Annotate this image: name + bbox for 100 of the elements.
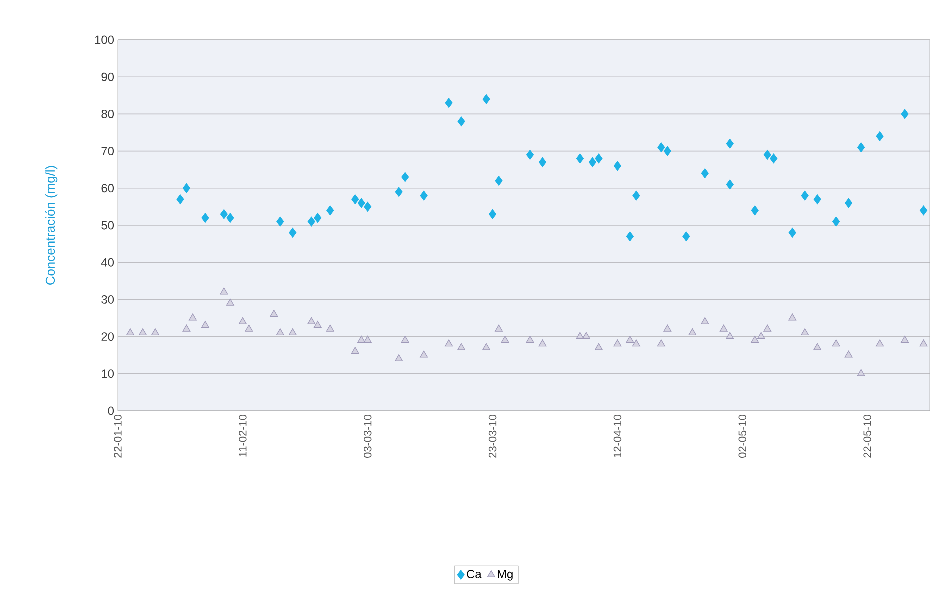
y-tick-label: 30 [102,295,114,304]
x-tick-label: 03-03-10 [364,414,372,458]
point [726,332,734,340]
point [844,350,853,358]
point [832,216,840,227]
point [582,332,590,340]
point [202,213,210,224]
point [920,340,928,347]
x-tick-label: 12-04-10 [614,414,622,458]
y-tick-label: 90 [102,72,114,82]
y-tick-label: 0 [108,406,114,416]
point [495,324,503,332]
point [858,142,866,153]
point [270,310,278,317]
point [657,340,666,347]
point [501,336,510,343]
point [576,154,584,164]
point [276,328,284,336]
y-axis-title: Concentración (mg/l) [45,166,58,285]
point [920,206,928,216]
point [126,328,134,336]
point [757,332,766,340]
point [594,343,603,350]
point [626,232,634,242]
point [364,336,372,343]
point [351,347,360,354]
point [289,228,297,238]
y-tick-label: 40 [101,258,114,267]
legend-label: Ca [467,570,482,579]
point [308,317,316,324]
point [445,98,453,108]
point [614,161,622,172]
point [901,109,909,120]
x-tick-label: 22-05-10 [864,414,872,458]
point [538,157,547,168]
x-tick-label: 02-05-10 [738,414,747,458]
point [395,354,404,362]
point [238,317,247,324]
point [701,168,709,178]
point [576,332,584,340]
point [188,314,197,321]
point [664,146,672,156]
point [245,324,254,332]
point [482,94,490,104]
x-tick-label: 22-01-10 [114,414,122,458]
point [688,328,697,336]
point [876,340,884,347]
point [182,324,191,332]
x-tick-label: 11-02-10 [239,414,247,457]
point [308,216,316,227]
point [226,298,234,306]
point [682,232,690,242]
point [495,176,503,186]
point [220,209,228,220]
point [482,343,490,350]
point [595,154,603,164]
point [664,324,672,332]
point [857,369,866,376]
point [726,138,734,149]
point [801,328,810,336]
y-tick-label: 10 [102,370,114,378]
point [445,340,454,347]
point [139,328,147,336]
point [352,194,360,204]
point [314,213,322,224]
point [276,216,284,227]
point [182,183,190,194]
point [538,340,547,347]
point [314,321,322,328]
point [526,150,534,160]
point [876,132,884,142]
point [488,209,497,220]
point [420,190,428,201]
y-tick-label: 80 [102,110,114,118]
point [152,328,160,336]
point [701,317,710,324]
point [364,202,372,212]
point [358,198,366,208]
point [720,324,728,332]
point [395,187,403,198]
point [751,206,759,216]
point [632,190,640,201]
point [764,324,772,332]
point [226,213,234,224]
point [526,336,534,343]
point [814,343,822,350]
y-tick-label: 100 [95,36,114,44]
point [788,314,797,321]
point [901,336,909,343]
point [326,324,334,332]
point [614,340,622,347]
point [770,154,778,164]
point [658,142,666,153]
point [201,321,210,328]
point [814,194,822,204]
point [458,116,466,127]
point [458,343,466,350]
point [832,340,840,347]
point [764,150,772,160]
point [845,198,853,208]
